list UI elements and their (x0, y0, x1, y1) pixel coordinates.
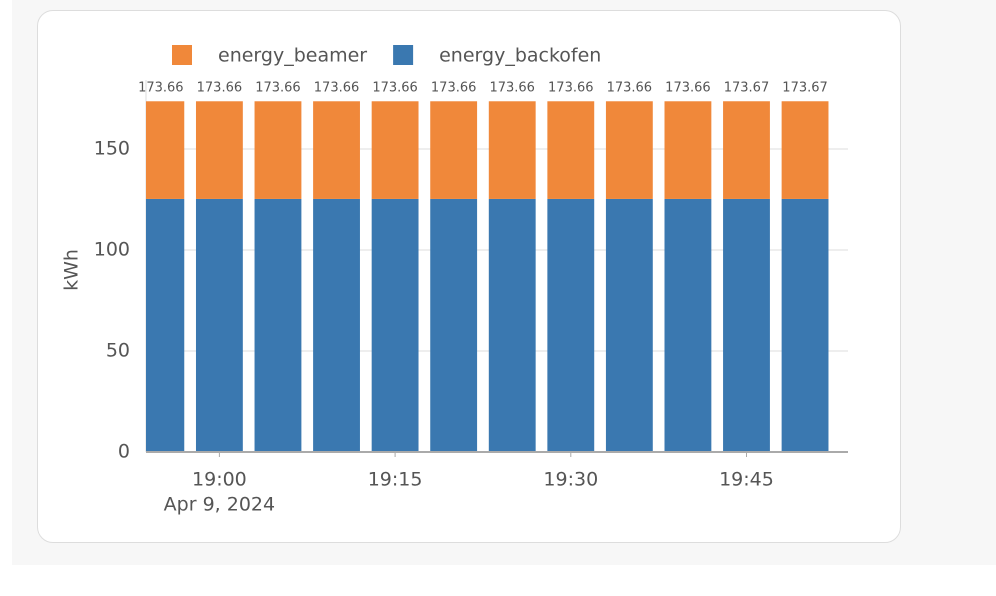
y-tick-label: 100 (94, 239, 130, 261)
bar-segment (313, 101, 360, 199)
total-label: 173.66 (138, 81, 184, 96)
bar-segment (195, 101, 243, 199)
y-tick-label: 150 (94, 138, 130, 160)
bar-segment (195, 198, 243, 452)
y-tick-label: 50 (106, 340, 130, 362)
bar-segment (664, 198, 712, 452)
bar-segment (488, 101, 536, 199)
total-label: 173.66 (314, 81, 360, 96)
total-label: 173.66 (489, 81, 535, 96)
total-label: 173.66 (372, 81, 418, 96)
y-axis-label: kWh (61, 249, 83, 291)
x-tick-label: 19:45 (719, 469, 774, 491)
total-label: 173.67 (724, 81, 770, 96)
bar-segment (605, 198, 653, 452)
y-tick-label: 0 (118, 441, 130, 463)
bar-segment (488, 198, 536, 452)
legend-swatch (393, 45, 414, 65)
legend-label: energy_backofen (439, 45, 601, 67)
bar-segment (146, 198, 185, 452)
bar-segment (605, 101, 653, 199)
bar-segment (254, 101, 302, 199)
bar-segment (313, 198, 360, 452)
x-tick-label: 19:00 (192, 469, 247, 491)
legend-label: energy_beamer (218, 45, 367, 67)
bar-segment (430, 101, 478, 199)
bar-segment (664, 101, 712, 199)
total-label: 173.66 (255, 81, 301, 96)
total-label: 173.66 (548, 81, 594, 96)
x-tick-label: 19:15 (368, 469, 423, 491)
total-label: 173.66 (607, 81, 653, 96)
bar-segment (547, 198, 595, 452)
bar-segment (371, 198, 419, 452)
x-tick-label: 19:30 (543, 469, 598, 491)
x-date-label: Apr 9, 2024 (164, 494, 275, 516)
bar-segment (430, 198, 478, 452)
bar-segment (781, 101, 829, 199)
total-label: 173.66 (665, 81, 711, 96)
total-label: 173.66 (431, 81, 477, 96)
bar-segment (371, 101, 419, 199)
bar-segment (254, 198, 302, 452)
bar-segment (547, 101, 595, 199)
bar-segment (723, 101, 770, 199)
total-label: 173.66 (197, 81, 243, 96)
bar-segment (781, 198, 829, 452)
legend-swatch (172, 45, 192, 65)
bar-segment (146, 101, 185, 199)
total-label: 173.67 (782, 81, 828, 96)
bar-segment (723, 198, 770, 452)
